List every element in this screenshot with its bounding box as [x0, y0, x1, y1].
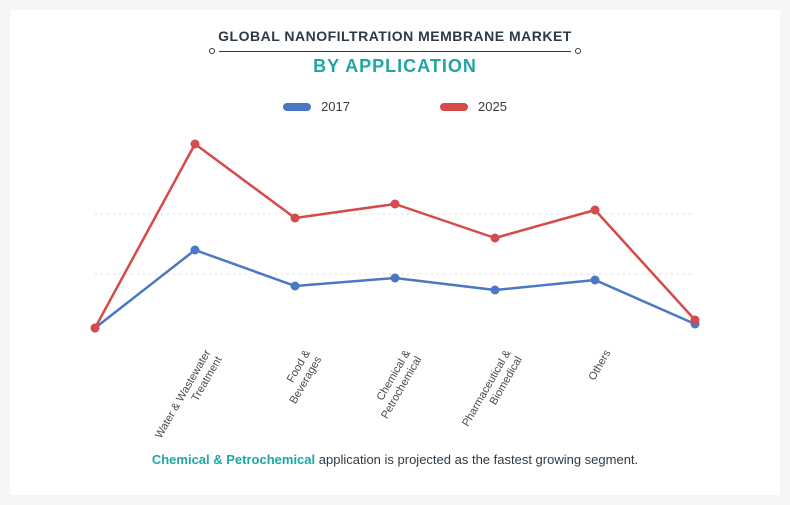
x-label: Pharmaceutical & Biomedical [460, 348, 526, 436]
footnote-highlight: Chemical & Petrochemical [152, 452, 315, 467]
series-marker-b [491, 234, 500, 243]
series-marker-b [391, 200, 400, 209]
legend-swatch-2025 [440, 103, 468, 111]
legend-item-2017: 2017 [283, 99, 350, 114]
series-marker-b [191, 140, 200, 149]
legend-label-2017: 2017 [321, 99, 350, 114]
x-label: Food & Beverages [276, 348, 325, 407]
series-line-a [95, 250, 695, 328]
x-label: Water & Wastewater Treatment [153, 348, 226, 448]
series-line-b [95, 144, 695, 328]
legend-swatch-2017 [283, 103, 311, 111]
series-marker-a [191, 246, 200, 255]
series-marker-a [391, 274, 400, 283]
x-axis-labels: Water & Wastewater Treatment Food & Bever… [95, 348, 695, 448]
series-marker-a [591, 276, 600, 285]
series-marker-a [491, 286, 500, 295]
title-main: GLOBAL NANOFILTRATION MEMBRANE MARKET [40, 28, 750, 44]
series-marker-a [291, 282, 300, 291]
series-marker-b [91, 324, 100, 333]
chart-svg [95, 124, 695, 344]
legend-item-2025: 2025 [440, 99, 507, 114]
title-sub: BY APPLICATION [40, 56, 750, 77]
x-label: Chemical & Petrochemical [368, 348, 426, 422]
footnote: Chemical & Petrochemical application is … [40, 452, 750, 467]
legend: 2017 2025 [40, 99, 750, 114]
series-marker-b [691, 316, 700, 325]
x-label: Others [587, 348, 615, 383]
line-chart [95, 124, 695, 344]
footnote-rest: application is projected as the fastest … [315, 452, 638, 467]
chart-card: GLOBAL NANOFILTRATION MEMBRANE MARKET BY… [10, 10, 780, 495]
series-marker-b [591, 206, 600, 215]
title-divider [205, 48, 585, 54]
series-marker-b [291, 214, 300, 223]
legend-label-2025: 2025 [478, 99, 507, 114]
title-block: GLOBAL NANOFILTRATION MEMBRANE MARKET BY… [40, 28, 750, 77]
